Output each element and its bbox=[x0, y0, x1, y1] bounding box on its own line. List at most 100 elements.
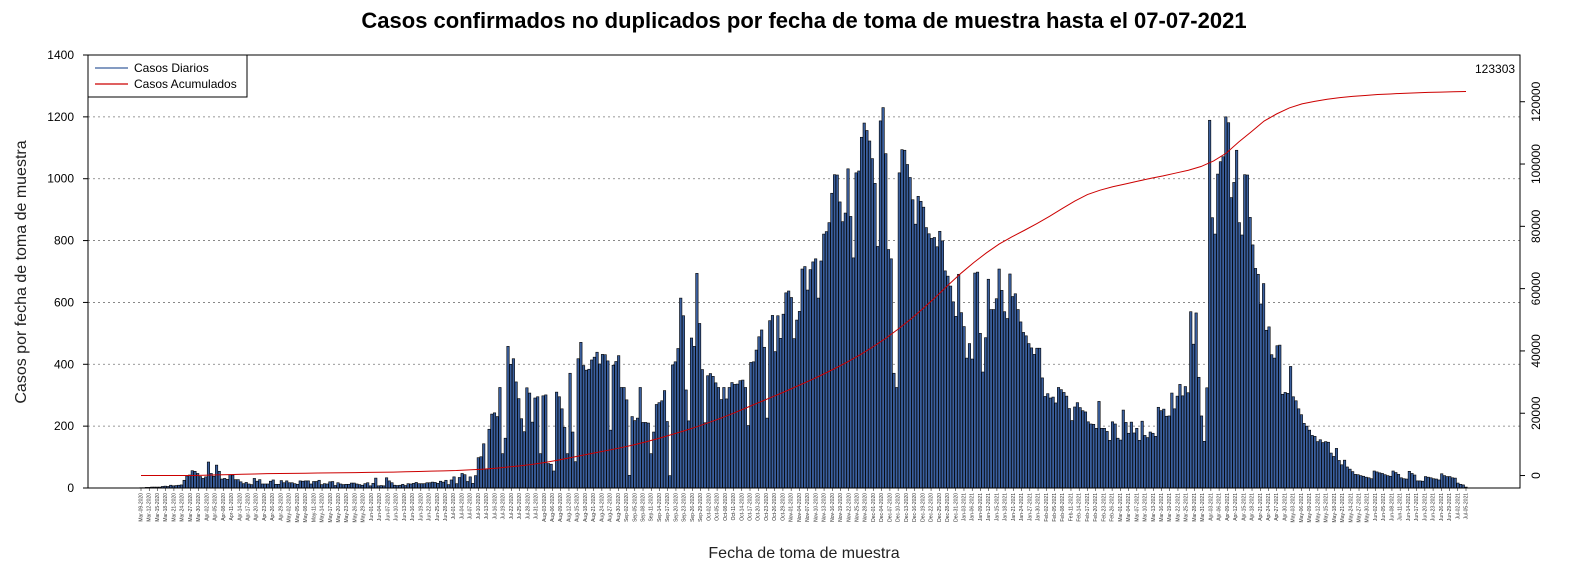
x-tick-label: Aug-30-2020 bbox=[616, 493, 622, 522]
bar bbox=[854, 172, 858, 489]
bar bbox=[541, 395, 545, 489]
bar bbox=[1083, 411, 1088, 489]
bar bbox=[1143, 435, 1147, 489]
bar bbox=[209, 473, 213, 489]
bar bbox=[1210, 217, 1214, 489]
x-tick-label: May-08-2020 bbox=[303, 493, 309, 523]
legend-box bbox=[87, 54, 248, 98]
y-tick-label: 1400 bbox=[47, 48, 74, 62]
x-tick-label: Mar-27-2020 bbox=[188, 493, 194, 522]
bar bbox=[1175, 395, 1179, 489]
x-tick-label: Oct-05-2020 bbox=[715, 493, 721, 521]
y-tick-label: 400 bbox=[54, 357, 74, 371]
bar bbox=[841, 221, 845, 489]
x-tick-label: Jul-16-2020 bbox=[492, 493, 498, 520]
bar bbox=[1000, 290, 1004, 489]
bar bbox=[905, 164, 909, 489]
bar bbox=[263, 483, 267, 489]
bar bbox=[614, 361, 618, 489]
x-tick-label: Nov-10-2020 bbox=[813, 493, 819, 522]
bar bbox=[1197, 376, 1201, 489]
x-tick-label: Aug-18-2020 bbox=[583, 493, 589, 522]
x-tick-label: Jan-30-2021 bbox=[1036, 493, 1042, 521]
bar bbox=[1313, 436, 1317, 489]
bar bbox=[1073, 406, 1077, 489]
x-tick-label: Oct-23-2020 bbox=[764, 493, 770, 521]
bar bbox=[1102, 428, 1106, 489]
bar bbox=[401, 483, 405, 489]
bar bbox=[1283, 392, 1287, 489]
bar bbox=[471, 483, 475, 489]
bar bbox=[1173, 408, 1177, 489]
x-tick-label: Apr-06-2021 bbox=[1217, 493, 1223, 521]
bar bbox=[519, 418, 524, 489]
bar bbox=[711, 376, 715, 489]
x-tick-label: Jun-29-2021 bbox=[1447, 493, 1453, 521]
x-tick-label: Jun-25-2020 bbox=[435, 493, 441, 521]
bar bbox=[1415, 480, 1419, 489]
bar bbox=[1345, 466, 1349, 489]
bar bbox=[684, 389, 688, 489]
x-tick-label: Apr-18-2021 bbox=[1250, 493, 1256, 521]
x-tick-label: Jul-19-2020 bbox=[501, 493, 507, 520]
bar bbox=[776, 315, 780, 489]
x-tick-label: Jun-23-2021 bbox=[1431, 493, 1437, 521]
bar bbox=[1227, 122, 1231, 489]
bar bbox=[1151, 432, 1155, 489]
bar bbox=[770, 315, 774, 489]
bar bbox=[309, 483, 313, 489]
y-tick-label: 800 bbox=[54, 234, 74, 248]
bar bbox=[984, 337, 988, 489]
x-tick-label: Sep-26-2020 bbox=[690, 493, 696, 522]
x-tick-label: Dec-04-2020 bbox=[879, 493, 885, 522]
bar bbox=[1450, 477, 1455, 489]
bar bbox=[1164, 415, 1168, 489]
bar bbox=[611, 364, 615, 489]
x-tick-label: Apr-14-2020 bbox=[237, 493, 243, 521]
bar bbox=[1089, 423, 1093, 489]
bar bbox=[1305, 425, 1309, 489]
bar bbox=[1364, 476, 1368, 489]
bar bbox=[965, 357, 969, 489]
bar bbox=[339, 483, 343, 489]
bar bbox=[859, 136, 864, 489]
bar bbox=[258, 479, 262, 489]
bar bbox=[795, 319, 799, 489]
bar bbox=[1054, 402, 1058, 489]
bar bbox=[571, 431, 575, 489]
bar bbox=[328, 481, 332, 489]
bar bbox=[1445, 476, 1449, 489]
bar bbox=[1146, 437, 1150, 489]
x-tick-label: Jul-13-2020 bbox=[484, 493, 490, 520]
bar bbox=[190, 470, 194, 489]
bar bbox=[522, 431, 526, 489]
bar bbox=[657, 402, 661, 489]
chart-title: Casos confirmados no duplicados por fech… bbox=[361, 8, 1247, 33]
bar bbox=[1413, 474, 1417, 489]
bar bbox=[954, 316, 958, 489]
bar bbox=[1267, 326, 1271, 489]
bar bbox=[1208, 119, 1212, 489]
bar bbox=[1008, 273, 1012, 489]
bar bbox=[1148, 431, 1152, 489]
bar bbox=[1348, 468, 1352, 489]
bar bbox=[703, 422, 707, 489]
bar bbox=[325, 483, 329, 489]
x-tick-label: Apr-17-2020 bbox=[245, 493, 251, 521]
bar bbox=[277, 483, 281, 489]
bar bbox=[806, 289, 810, 489]
bar bbox=[590, 359, 594, 489]
bar bbox=[1254, 268, 1258, 489]
bar bbox=[803, 266, 807, 489]
bar bbox=[797, 311, 801, 489]
x-tick-label: Jun-17-2021 bbox=[1414, 493, 1420, 521]
bar bbox=[1418, 480, 1422, 489]
bar bbox=[1380, 473, 1384, 489]
bar bbox=[676, 348, 680, 489]
x-tick-label: May-29-2020 bbox=[361, 493, 367, 523]
x-tick-label: May-21-2021 bbox=[1340, 493, 1346, 523]
bar bbox=[525, 387, 529, 489]
bar bbox=[573, 461, 577, 489]
bar bbox=[997, 268, 1001, 489]
bars bbox=[139, 107, 1468, 489]
